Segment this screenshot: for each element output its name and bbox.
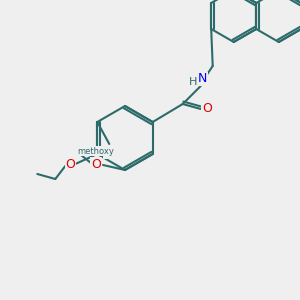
Text: methoxy: methoxy: [78, 146, 114, 155]
Text: O: O: [65, 158, 75, 172]
Text: O: O: [202, 103, 212, 116]
Text: Cl: Cl: [103, 146, 116, 158]
Text: H: H: [188, 77, 197, 87]
Text: O: O: [91, 158, 101, 170]
Text: N: N: [198, 73, 207, 85]
